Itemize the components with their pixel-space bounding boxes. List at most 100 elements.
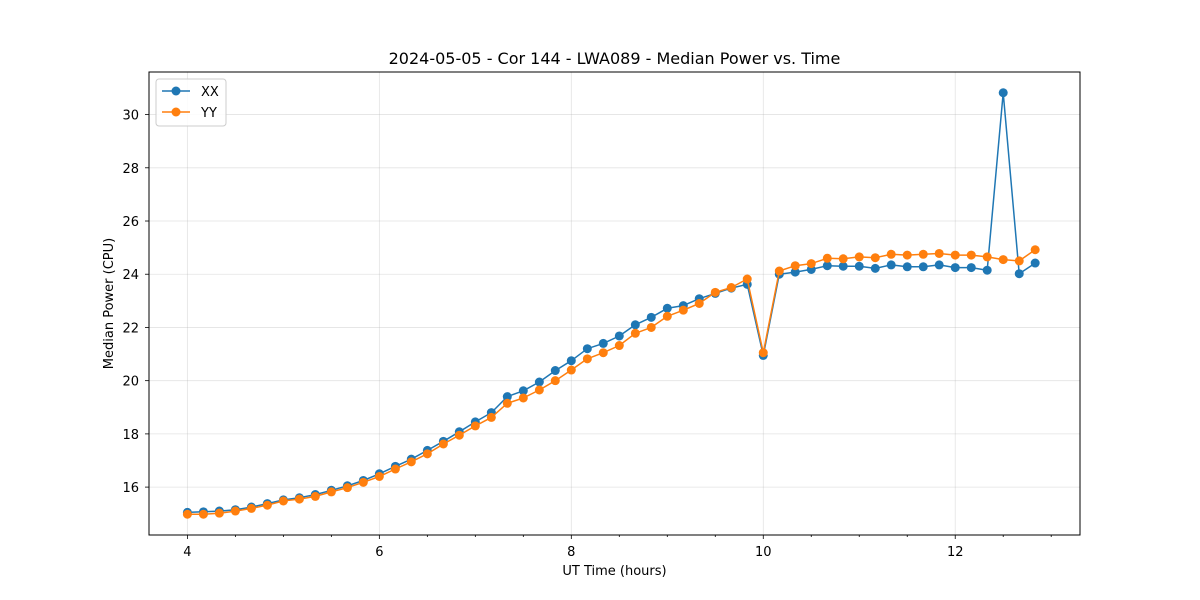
- series-yy-point: [918, 249, 928, 259]
- y-tick-label: 30: [122, 109, 139, 124]
- series-yy-point: [614, 341, 624, 351]
- series-yy-point: [454, 430, 464, 440]
- x-axis-label: UT Time (hours): [562, 564, 666, 579]
- series-yy-point: [214, 508, 224, 518]
- series-yy-point: [582, 354, 592, 364]
- series-yy-point: [870, 253, 880, 263]
- series-yy-point: [742, 274, 752, 284]
- series-xx-point: [870, 263, 880, 273]
- data-series: [182, 88, 1040, 519]
- axes: 4 6 8 10 12 16 18 20 22 24 26 28 30: [122, 109, 1052, 560]
- x-tick-label: 8: [567, 545, 575, 560]
- series-yy-point: [854, 252, 864, 262]
- series-yy-point: [422, 449, 432, 459]
- series-yy-point: [646, 322, 656, 332]
- series-xx-point: [838, 261, 848, 271]
- series-yy-point: [886, 249, 896, 259]
- x-tick-label: 6: [375, 545, 383, 560]
- series-xx-point: [662, 303, 672, 313]
- series-yy-point: [326, 487, 336, 497]
- grid-lines: [149, 72, 1080, 535]
- series-yy-point: [1014, 256, 1024, 266]
- series-yy-point: [758, 348, 768, 358]
- series-yy-point: [598, 348, 608, 358]
- series-yy-point: [486, 412, 496, 422]
- series-yy-point: [534, 385, 544, 395]
- series-yy-point: [790, 261, 800, 271]
- series-xx-point: [518, 386, 528, 396]
- series-yy-point: [838, 254, 848, 264]
- series-yy-point: [262, 500, 272, 510]
- series-yy-point: [294, 494, 304, 504]
- legend-yy-label: YY: [200, 106, 217, 121]
- series-xx-point: [902, 262, 912, 272]
- series-yy-point: [662, 311, 672, 321]
- series-yy-point: [198, 509, 208, 519]
- series-yy-point: [470, 421, 480, 431]
- series-yy-point: [630, 328, 640, 338]
- series-xx-point: [566, 356, 576, 366]
- chart-title: 2024-05-05 - Cor 144 - LWA089 - Median P…: [389, 49, 841, 68]
- series-xx-point: [950, 263, 960, 273]
- series-yy-point: [726, 283, 736, 293]
- series-yy-point: [230, 506, 240, 516]
- series-yy-point: [710, 287, 720, 297]
- series-yy-point: [406, 457, 416, 467]
- series-yy-point: [182, 509, 192, 519]
- series-yy-point: [822, 253, 832, 263]
- series-yy-point: [966, 250, 976, 260]
- series-xx-point: [966, 263, 976, 273]
- legend-xx-label: XX: [201, 85, 219, 100]
- series-yy-point: [934, 248, 944, 258]
- series-yy-point: [246, 503, 256, 513]
- series-yy-point: [310, 491, 320, 501]
- series-yy-point: [550, 376, 560, 386]
- series-yy-point: [950, 250, 960, 260]
- series-yy-point: [502, 398, 512, 408]
- series-xx-point: [822, 261, 832, 271]
- series-xx-point: [854, 261, 864, 271]
- series-yy-point: [806, 259, 816, 269]
- series-xx-point: [1030, 258, 1040, 268]
- series-xx-point: [598, 338, 608, 348]
- x-tick-label: 10: [755, 545, 772, 560]
- x-tick-label: 4: [183, 545, 191, 560]
- series-yy-point: [774, 266, 784, 276]
- series-xx-point: [614, 331, 624, 341]
- series-xx-point: [534, 377, 544, 387]
- series-yy-point: [518, 393, 528, 403]
- series-yy-point: [902, 250, 912, 260]
- series-yy-point: [358, 477, 368, 487]
- y-tick-label: 22: [122, 321, 139, 336]
- series-yy-point: [566, 365, 576, 375]
- y-tick-label: 16: [122, 481, 139, 496]
- y-axis-label: Median Power (CPU): [102, 238, 117, 369]
- series-xx-point: [998, 88, 1008, 98]
- legend-yy-marker: [171, 107, 181, 117]
- legend: XX YY: [155, 78, 227, 127]
- series-xx-point: [502, 392, 512, 402]
- series-xx-point: [934, 260, 944, 270]
- series-yy-point: [390, 464, 400, 474]
- y-tick-label: 24: [122, 268, 139, 283]
- y-tick-label: 26: [122, 215, 139, 230]
- series-xx-point: [646, 312, 656, 322]
- legend-xx-marker: [171, 86, 181, 96]
- series-xx-point: [550, 366, 560, 376]
- series-yy-point: [678, 305, 688, 315]
- series-yy-point: [1030, 245, 1040, 255]
- series-yy-point: [694, 299, 704, 308]
- y-tick-label: 18: [122, 428, 139, 443]
- series-xx-point: [630, 320, 640, 330]
- series-yy-point: [374, 471, 384, 481]
- series-yy-point: [982, 252, 992, 262]
- series-xx-point: [790, 267, 800, 277]
- x-tick-label: 12: [947, 545, 964, 560]
- series-xx-point: [1014, 269, 1024, 279]
- series-xx-point: [982, 265, 992, 275]
- series-xx-point: [918, 262, 928, 272]
- plot-frame: [148, 71, 1081, 536]
- series-yy-point: [998, 255, 1008, 265]
- y-tick-label: 20: [122, 375, 139, 390]
